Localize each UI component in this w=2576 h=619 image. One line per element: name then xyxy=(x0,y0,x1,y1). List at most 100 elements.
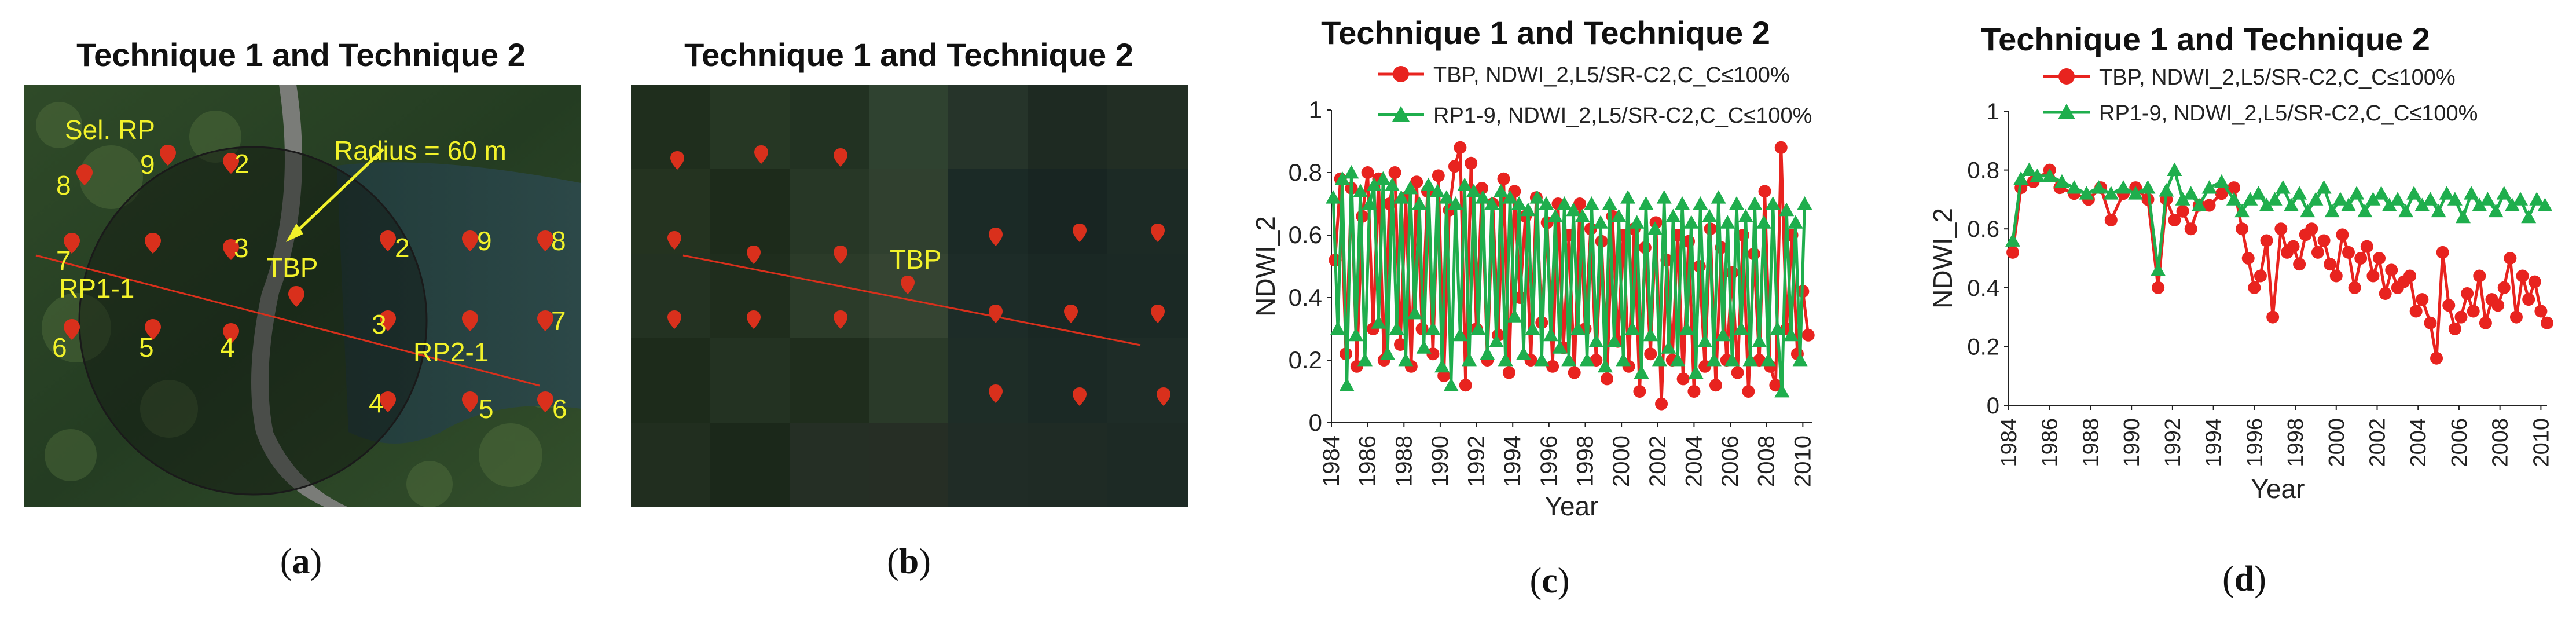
data-point xyxy=(1432,169,1445,182)
data-point xyxy=(1760,353,1776,367)
data-point xyxy=(1344,165,1359,179)
y-tick-label: 0.4 xyxy=(1967,276,1999,301)
data-point xyxy=(2464,186,2479,200)
data-point xyxy=(1670,353,1686,367)
data-point xyxy=(2504,197,2520,211)
legend-marker xyxy=(2058,104,2075,119)
sel-rp-label: Sel. RP xyxy=(65,115,155,145)
panel-c-title: Technique 1 and Technique 2 xyxy=(1321,14,1770,51)
data-point xyxy=(2308,192,2324,206)
data-point xyxy=(2013,171,2029,185)
data-point xyxy=(1616,353,1631,367)
caption-d: (d) xyxy=(2222,559,2266,599)
x-tick-label: 1988 xyxy=(1391,435,1417,487)
x-tick-label: 1986 xyxy=(2038,418,2063,467)
pt-num: 5 xyxy=(479,394,494,424)
pt-num: 8 xyxy=(551,226,566,256)
data-point xyxy=(1568,366,1581,379)
data-point xyxy=(1752,334,1767,347)
data-point xyxy=(2234,203,2250,218)
data-point xyxy=(1801,328,1815,342)
data-point xyxy=(2317,234,2331,247)
data-point xyxy=(2448,322,2461,335)
data-point xyxy=(2241,252,2255,265)
data-point xyxy=(1384,177,1400,191)
data-point xyxy=(2357,203,2373,218)
data-point xyxy=(1769,379,1782,392)
data-point xyxy=(1557,196,1572,210)
data-point xyxy=(1421,177,1436,191)
data-point xyxy=(1593,215,1609,229)
data-point xyxy=(1634,365,1649,379)
y-tick-label: 1 xyxy=(1987,99,1999,124)
y-tick-label: 0.2 xyxy=(1289,346,1322,373)
data-point xyxy=(2030,168,2045,182)
data-point xyxy=(2266,310,2280,324)
data-point xyxy=(1709,379,1722,392)
data-point xyxy=(2236,222,2249,236)
x-tick-label: 1984 xyxy=(1997,418,2021,467)
x-tick-label: 2004 xyxy=(2406,418,2431,467)
data-point xyxy=(1797,196,1812,210)
caption-b: (b) xyxy=(887,542,931,581)
data-point xyxy=(2005,233,2021,247)
legend-label: RP1-9, NDWI_2,L5/SR-C2,C_C≤100% xyxy=(1433,104,1812,128)
data-point xyxy=(1439,190,1454,204)
data-point xyxy=(1570,321,1586,335)
data-point xyxy=(1652,353,1667,367)
x-tick-label: 2010 xyxy=(1790,435,1815,487)
data-point xyxy=(1643,327,1658,342)
y-tick-label: 0 xyxy=(1309,409,1322,436)
x-tick-label: 1994 xyxy=(2202,418,2226,467)
data-point xyxy=(2416,293,2429,306)
data-point xyxy=(2414,197,2430,211)
data-point xyxy=(1407,306,1423,320)
data-point xyxy=(1561,353,1577,367)
data-point xyxy=(2332,192,2348,206)
data-point xyxy=(1546,360,1559,373)
pt-num: 8 xyxy=(56,170,71,200)
legend-marker xyxy=(2058,68,2075,85)
data-point xyxy=(1539,196,1554,210)
data-point xyxy=(1470,321,1486,335)
data-point xyxy=(2436,246,2449,259)
data-point xyxy=(2480,192,2496,206)
aerial-map-a: Sel. RP Radius = 60 m TBP RP1-1 RP2-1 9 … xyxy=(24,85,581,507)
data-point xyxy=(1566,202,1581,217)
chart-d: 0 0.2 0.4 0.6 0.8 1 1984 1986 1988 1990 1992 1994 19… xyxy=(1928,65,2553,504)
data-point xyxy=(2336,228,2349,241)
y-tick-label: 1 xyxy=(1309,96,1322,123)
x-tick-label: 2006 xyxy=(2447,418,2472,467)
data-point xyxy=(1584,196,1599,210)
data-point xyxy=(1687,385,1701,398)
data-point xyxy=(1711,190,1726,204)
data-point xyxy=(1747,196,1763,210)
data-point xyxy=(2534,305,2548,318)
pt-num: 5 xyxy=(139,332,154,362)
x-tick-label: 1990 xyxy=(1428,435,1453,487)
data-point xyxy=(2184,222,2197,236)
data-point xyxy=(2175,192,2190,206)
pt-num: 2 xyxy=(234,149,249,179)
x-tick-label: 1992 xyxy=(1464,435,1489,487)
data-point xyxy=(1733,321,1749,335)
data-point xyxy=(1502,366,1515,379)
chart-c: 0 0.2 0.4 0.6 0.8 1 1984 1986 1988 1990 1992 1994 19… xyxy=(1250,63,1815,521)
data-point xyxy=(1679,321,1694,335)
data-point xyxy=(1720,215,1735,229)
legend-label: RP1-9, NDWI_2,L5/SR-C2,C_C≤100% xyxy=(2099,101,2478,126)
data-point xyxy=(2293,258,2306,271)
data-point xyxy=(1774,141,1788,154)
data-point xyxy=(1770,321,1785,335)
data-point xyxy=(1403,181,1418,195)
data-point xyxy=(1597,358,1613,373)
data-point xyxy=(1434,358,1450,373)
data-point xyxy=(1601,372,1614,386)
data-point xyxy=(1326,190,1341,204)
data-point xyxy=(2496,186,2512,200)
data-point xyxy=(1676,372,1690,386)
data-point xyxy=(2528,275,2541,288)
data-point xyxy=(1644,347,1657,361)
data-point xyxy=(1489,334,1504,347)
data-point xyxy=(1348,327,1364,342)
